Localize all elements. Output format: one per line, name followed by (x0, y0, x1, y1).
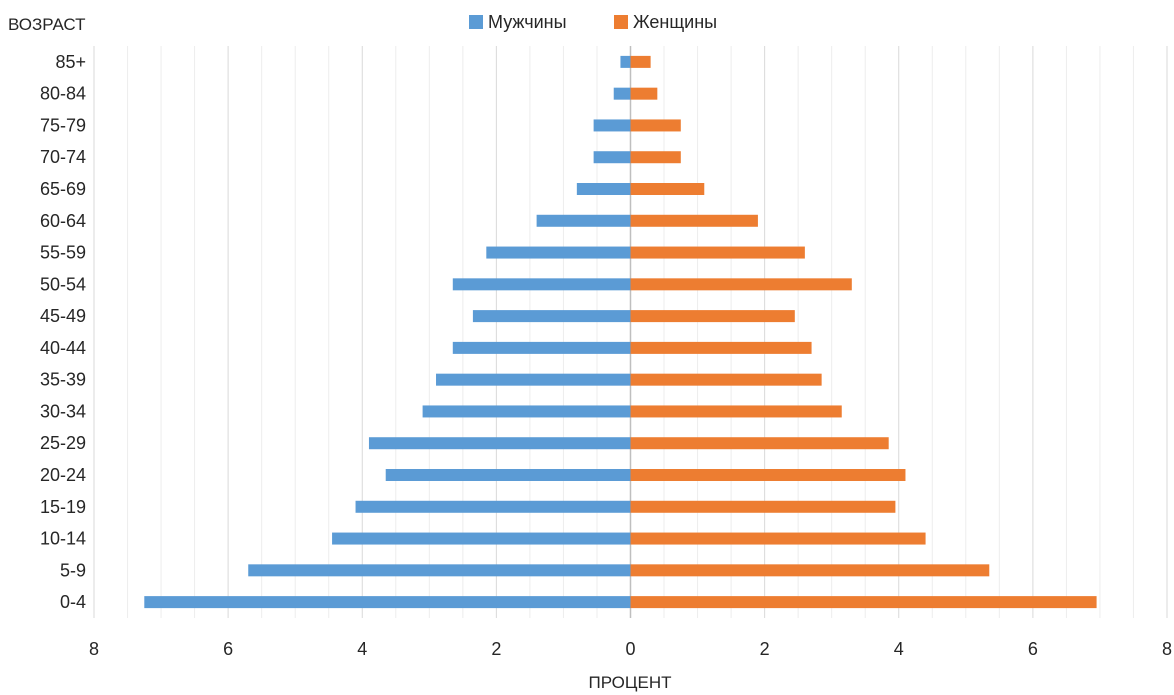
male-bar-65-69 (576, 183, 631, 195)
male-bar-55-59 (486, 246, 631, 259)
y-tick-label: 70-74 (40, 147, 86, 167)
x-tick-label: 4 (894, 639, 904, 659)
female-bar-50-54 (630, 278, 852, 291)
male-bar-5-9 (248, 564, 631, 577)
y-tick-label: 15-19 (40, 497, 86, 517)
legend-swatch (469, 15, 483, 29)
y-tick-label: 0-4 (60, 592, 86, 612)
female-bar-75-79 (630, 119, 681, 132)
y-tick-label: 65-69 (40, 179, 86, 199)
gridlines (93, 46, 1168, 618)
y-tick-label: 30-34 (40, 401, 86, 421)
bars (144, 55, 1097, 609)
y-tick-label: 75-79 (40, 115, 86, 135)
y-tick-labels: 0-4 5-9 10-14 15-19 20-24 25-29 30-34 35-39 40-4… (40, 52, 86, 612)
x-tick-label: 2 (760, 639, 770, 659)
female-bar-20-24 (630, 469, 906, 481)
male-bar-85+ (620, 55, 631, 68)
female-bar-60-64 (630, 214, 758, 227)
male-bar-40-44 (452, 341, 631, 354)
female-bar-55-59 (630, 246, 805, 259)
female-bar-5-9 (630, 564, 990, 577)
female-bar-45-49 (630, 310, 795, 323)
female-bar-70-74 (630, 151, 681, 164)
y-tick-label: 50-54 (40, 274, 86, 294)
y-tick-label: 85+ (55, 52, 86, 72)
female-bar-85+ (630, 55, 651, 68)
female-bar-15-19 (630, 500, 896, 513)
x-axis-title: ПРОЦЕНТ (589, 673, 672, 692)
y-tick-label: 25-29 (40, 433, 86, 453)
y-tick-label: 55-59 (40, 243, 86, 263)
male-bar-0-4 (144, 596, 631, 609)
x-tick-labels: 8 6 4 2 0 2 4 6 8 (89, 639, 1172, 659)
y-tick-label: 35-39 (40, 370, 86, 390)
male-bar-35-39 (436, 373, 631, 386)
male-bar-50-54 (452, 278, 631, 291)
male-bar-30-34 (422, 405, 631, 418)
male-bar-45-49 (472, 310, 631, 323)
x-tick-label: 6 (1028, 639, 1038, 659)
x-tick-label: 2 (491, 639, 501, 659)
y-tick-label: 60-64 (40, 211, 86, 231)
y-tick-label: 80-84 (40, 84, 86, 104)
male-bar-20-24 (385, 469, 631, 481)
y-tick-label: 10-14 (40, 529, 86, 549)
male-bar-75-79 (593, 119, 631, 132)
y-tick-label: 45-49 (40, 306, 86, 326)
legend: Мужчины Женщины (469, 12, 717, 32)
male-bar-10-14 (332, 532, 631, 545)
male-bar-60-64 (536, 214, 631, 227)
x-tick-label: 8 (1162, 639, 1172, 659)
female-bar-35-39 (630, 373, 822, 386)
female-bar-80-84 (630, 87, 658, 100)
y-tick-label: 20-24 (40, 465, 86, 485)
legend-swatch (614, 15, 628, 29)
male-bar-70-74 (593, 151, 631, 164)
y-axis-title: ВОЗРАСТ (8, 15, 86, 34)
legend-label: Женщины (633, 12, 717, 32)
x-tick-label: 4 (357, 639, 367, 659)
x-tick-label: 8 (89, 639, 99, 659)
female-bar-25-29 (630, 437, 889, 450)
female-bar-40-44 (630, 341, 812, 354)
female-bar-10-14 (630, 532, 926, 545)
x-tick-label: 6 (223, 639, 233, 659)
x-tick-label: 0 (625, 639, 635, 659)
y-tick-label: 40-44 (40, 338, 86, 358)
female-bar-65-69 (630, 183, 705, 195)
female-bar-30-34 (630, 405, 842, 418)
legend-label: Мужчины (488, 12, 567, 32)
female-bar-0-4 (630, 596, 1097, 609)
y-tick-label: 5-9 (60, 560, 86, 580)
male-bar-25-29 (368, 437, 631, 450)
male-bar-80-84 (613, 87, 631, 100)
male-bar-15-19 (355, 500, 631, 513)
